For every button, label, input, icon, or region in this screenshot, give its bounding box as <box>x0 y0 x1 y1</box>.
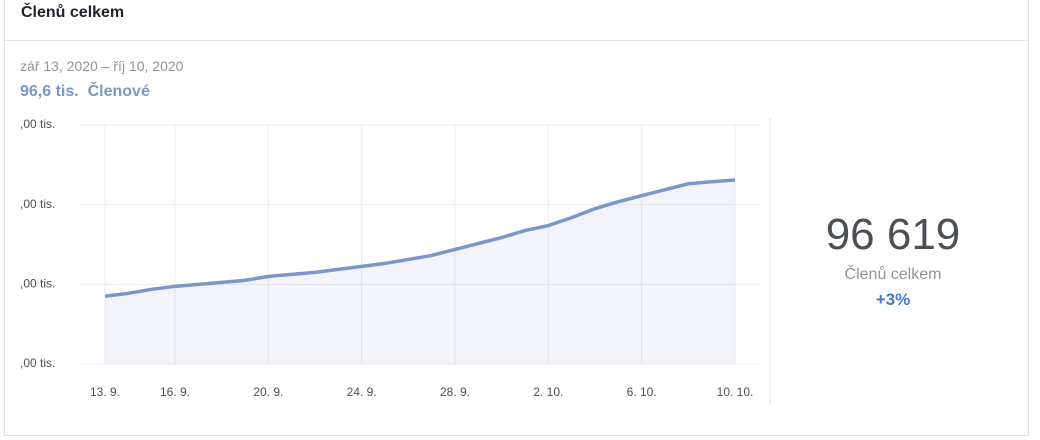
area <box>105 180 735 364</box>
total-value: 96 619 <box>825 210 961 259</box>
line <box>104 178 736 299</box>
y-tick-label: ,00 tis. <box>20 277 55 291</box>
y-tick-label: ,00 tis. <box>20 117 55 131</box>
x-tick-label: 10. 10. <box>717 385 754 399</box>
y-tick-label: ,00 tis. <box>20 356 55 370</box>
x-tick-label: 24. 9. <box>347 385 377 399</box>
total-label: Členů celkem <box>844 266 942 283</box>
x-tick-label: 28. 9. <box>440 385 470 399</box>
date-range: zář 13, 2020 – říj 10, 2020 <box>20 58 184 74</box>
y-tick-label: ,00 tis. <box>20 197 55 211</box>
card-title: Členů celkem <box>21 4 125 21</box>
card-header: Členů celkem <box>5 0 1028 41</box>
total-change: +3% <box>875 290 911 309</box>
metric-label: 96,6 tis. Členové <box>20 83 150 100</box>
x-tick-label: 13. 9. <box>90 385 120 399</box>
x-tick-label: 2. 10. <box>533 385 563 399</box>
x-tick-label: 16. 9. <box>160 385 190 399</box>
x-tick-label: 6. 10. <box>627 385 657 399</box>
card: Členů celkem <box>4 0 1029 436</box>
x-tick-label: 20. 9. <box>253 385 283 399</box>
